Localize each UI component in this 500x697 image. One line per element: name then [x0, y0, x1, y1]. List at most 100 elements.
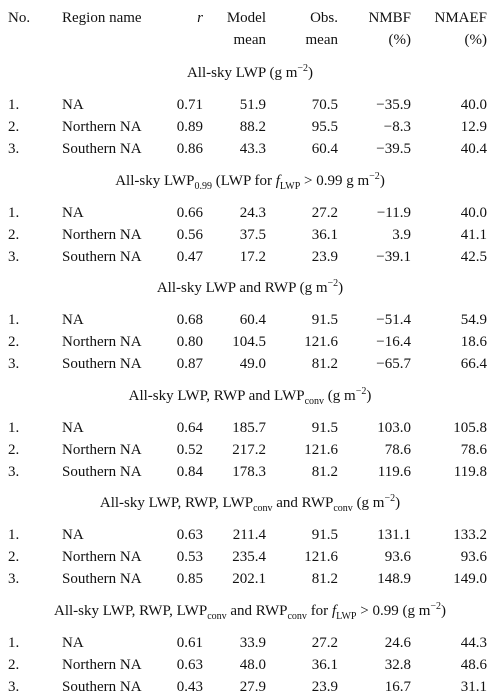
table-cell: 1.: [8, 419, 20, 436]
table-cell: −11.9: [376, 204, 411, 221]
superscript: −2: [355, 385, 367, 397]
table-cell: Northern NA: [62, 656, 142, 673]
table-cell: −35.9: [376, 97, 411, 113]
table-cell: 41.1: [460, 226, 487, 243]
table-cell: −8.3: [383, 119, 411, 135]
table-cell: NA: [62, 527, 84, 543]
table-cell: 1.: [8, 97, 20, 113]
table-cell: 0.63: [176, 656, 203, 673]
text: No.: [8, 10, 31, 26]
superscript: −2: [297, 63, 309, 74]
table-cell: 93.6: [460, 549, 487, 565]
table-cell: 3.: [8, 141, 20, 157]
table-cell: 32.8: [384, 656, 411, 673]
table-cell: 1.: [8, 527, 20, 543]
header-cell: Obs.: [310, 9, 338, 27]
text: mean: [305, 32, 338, 48]
table-cell: 121.6: [304, 334, 338, 350]
text: ): [366, 387, 372, 404]
table-cell: 60.4: [239, 312, 266, 328]
text: (g m: [324, 387, 356, 404]
table-cell: 178.3: [232, 463, 266, 480]
table-cell: 0.52: [176, 441, 203, 458]
table-cell: 51.9: [239, 97, 266, 113]
text: All-sky LWP, RWP, LWP: [99, 495, 254, 511]
table-cell: 1.: [8, 634, 20, 651]
subscript: conv: [207, 610, 227, 622]
table-cell: Northern NA: [62, 226, 142, 243]
table-cell: 78.6: [460, 441, 487, 458]
table-cell: 40.0: [460, 97, 487, 113]
table-cell: NA: [62, 634, 84, 651]
header-cell: mean: [306, 31, 338, 49]
header-cell: Model: [227, 9, 266, 27]
table-cell: 91.5: [311, 312, 338, 328]
text: ): [308, 65, 314, 81]
text: (LWP for: [212, 172, 276, 189]
table-cell: NA: [62, 204, 84, 221]
table-cell: 235.4: [232, 549, 266, 565]
table-cell: Southern NA: [62, 248, 142, 265]
table-cell: 2.: [8, 656, 20, 673]
text: (%): [388, 32, 412, 48]
table-cell: 0.68: [176, 312, 203, 328]
table-cell: 91.5: [311, 527, 338, 543]
subscript: conv: [287, 610, 307, 622]
header-cell: r: [197, 9, 203, 27]
table-cell: 0.61: [176, 634, 203, 651]
table-cell: 40.4: [460, 141, 487, 157]
italic: f: [331, 602, 337, 619]
table-cell: 23.9: [311, 248, 338, 265]
table-cell: 185.7: [232, 419, 266, 436]
table-cell: 33.9: [239, 634, 266, 651]
table-cell: 78.6: [384, 441, 411, 458]
table-cell: 2.: [8, 226, 20, 243]
table-cell: NA: [62, 312, 84, 328]
table-cell: 17.2: [239, 248, 266, 265]
table-cell: 3.9: [392, 226, 411, 243]
table-cell: 121.6: [304, 441, 338, 458]
table-cell: 0.64: [176, 419, 203, 436]
text: (%): [464, 32, 488, 48]
table-cell: 12.9: [460, 119, 487, 135]
subscript: 0.99: [194, 180, 213, 192]
table-cell: Northern NA: [62, 334, 142, 350]
header-cell: mean: [234, 31, 266, 49]
table-cell: 44.3: [460, 634, 487, 651]
section-title: All-sky LWP and RWP (g m−2): [0, 279, 500, 297]
table-cell: 3.: [8, 571, 20, 587]
table-cell: 133.2: [453, 527, 487, 543]
text: Model: [226, 10, 266, 26]
table-cell: 119.8: [453, 463, 487, 480]
header-cell: (%): [389, 31, 412, 49]
table-cell: 43.3: [239, 141, 266, 157]
table-cell: 1.: [8, 312, 20, 328]
text: > 0.99 (g m: [356, 602, 431, 619]
table-cell: 0.63: [176, 527, 203, 543]
table-cell: 66.4: [460, 356, 487, 372]
table-cell: 54.9: [460, 312, 487, 328]
table-cell: 0.71: [176, 97, 203, 113]
table-cell: 27.2: [311, 634, 338, 651]
table-cell: Northern NA: [62, 441, 142, 458]
table-cell: NA: [62, 97, 84, 113]
text: All-sky LWP and RWP (g m: [156, 280, 328, 296]
table-cell: 27.9: [239, 678, 266, 695]
table-cell: Southern NA: [62, 463, 142, 480]
text: Obs.: [310, 10, 338, 26]
table-cell: 0.86: [176, 141, 203, 157]
superscript: −2: [384, 493, 396, 504]
text: for: [306, 602, 332, 619]
table-cell: 121.6: [304, 549, 338, 565]
text: All-sky LWP, RWP, LWP: [53, 602, 208, 619]
table-cell: 1.: [8, 204, 20, 221]
section-title: All-sky LWP, RWP and LWPconv (g m−2): [0, 385, 500, 406]
table-cell: 81.2: [311, 356, 338, 372]
table-cell: 0.89: [176, 119, 203, 135]
superscript: −2: [369, 170, 380, 182]
table-cell: 0.80: [176, 334, 203, 350]
table-cell: 0.84: [176, 463, 203, 480]
header-cell: Region name: [62, 9, 142, 27]
table-cell: 60.4: [311, 141, 338, 157]
